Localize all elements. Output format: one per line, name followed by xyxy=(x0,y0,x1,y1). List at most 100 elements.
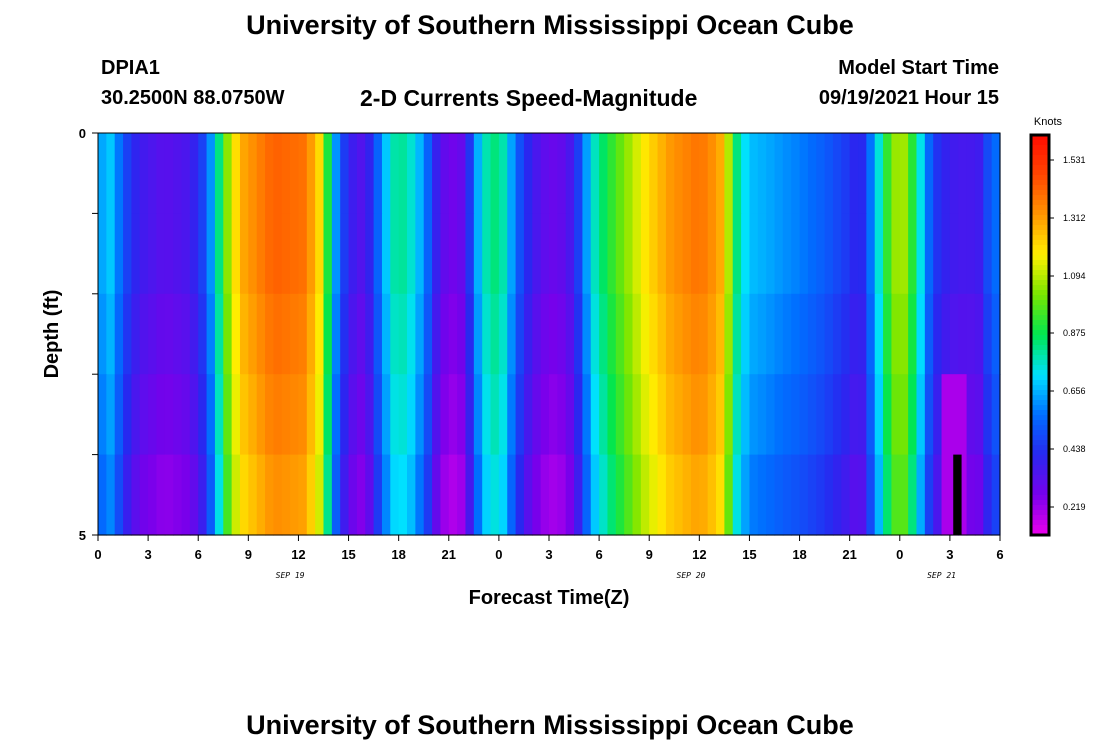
heatmap-cell xyxy=(290,213,300,295)
heatmap-cell xyxy=(849,213,859,295)
heatmap-cell xyxy=(390,133,400,214)
heatmap-cell xyxy=(523,454,533,536)
heatmap-cell xyxy=(782,374,792,456)
heatmap-cell xyxy=(657,213,667,295)
heatmap-cell xyxy=(507,213,517,295)
heatmap-cell xyxy=(741,133,751,214)
colorbar-segment xyxy=(1031,175,1049,181)
colorbar-segment xyxy=(1031,475,1049,481)
heatmap-cell xyxy=(590,133,600,214)
heatmap-cell xyxy=(290,374,300,456)
station-coords: 30.2500N 88.0750W xyxy=(101,87,285,109)
heatmap-cell xyxy=(757,374,767,456)
x-tick-label: 9 xyxy=(646,547,653,562)
heatmap-cell xyxy=(114,133,124,214)
heatmap-cell xyxy=(340,213,350,295)
heatmap-cell xyxy=(590,454,600,536)
heatmap-cell xyxy=(457,374,467,456)
x-tick-label: 12 xyxy=(692,547,706,562)
heatmap-cell xyxy=(540,374,550,456)
heatmap-cell xyxy=(498,133,508,214)
heatmap-cell xyxy=(248,293,258,375)
heatmap-cell xyxy=(824,213,834,295)
heatmap-cell xyxy=(933,454,943,536)
colorbar-segment xyxy=(1031,155,1049,161)
heatmap-cell xyxy=(832,374,842,456)
x-tick-label: 0 xyxy=(94,547,101,562)
heatmap-cell xyxy=(281,374,291,456)
heatmap-cell xyxy=(749,293,759,375)
heatmap-cell xyxy=(607,454,617,536)
heatmap-cell xyxy=(690,293,700,375)
heatmap-cell xyxy=(640,374,650,456)
heatmap-cell xyxy=(799,454,809,536)
heatmap-cell xyxy=(164,454,174,536)
heatmap-cell xyxy=(331,133,341,214)
heatmap-cell xyxy=(565,454,575,536)
heatmap-cell xyxy=(565,374,575,456)
heatmap-cell xyxy=(482,374,492,456)
heatmap-cell xyxy=(457,454,467,536)
colorbar-segment xyxy=(1031,225,1049,231)
heatmap-cell xyxy=(916,374,926,456)
heatmap-cell xyxy=(323,454,333,536)
heatmap-cell xyxy=(223,133,233,214)
colorbar-segment xyxy=(1031,300,1049,306)
heatmap-cell xyxy=(816,213,826,295)
heatmap-cell xyxy=(791,374,801,456)
heatmap-cell xyxy=(858,293,867,375)
heatmap-cell xyxy=(983,374,993,456)
heatmap-cell xyxy=(273,454,283,536)
heatmap-cell xyxy=(699,454,709,536)
heatmap-cell xyxy=(858,454,867,536)
colorbar-segment xyxy=(1031,370,1049,376)
heatmap-cell xyxy=(899,213,909,295)
heatmap-cell xyxy=(824,293,834,375)
heatmap-cell xyxy=(148,454,158,536)
heatmap-cell xyxy=(841,293,851,375)
heatmap-cell xyxy=(373,213,383,295)
colorbar-segment xyxy=(1031,270,1049,276)
heatmap-cell xyxy=(841,213,851,295)
heatmap-cell xyxy=(540,133,550,214)
heatmap-cell xyxy=(348,454,358,536)
heatmap-cell xyxy=(649,213,659,295)
heatmap-cell xyxy=(123,454,133,536)
heatmap-cell xyxy=(799,213,809,295)
heatmap-cell xyxy=(373,454,383,536)
heatmap-cell xyxy=(640,293,650,375)
heatmap-cell xyxy=(974,133,984,214)
heatmap-cell xyxy=(941,213,951,295)
heatmap-cell xyxy=(665,454,675,536)
heatmap-cell xyxy=(148,293,158,375)
heatmap-cell xyxy=(381,454,391,536)
heatmap-cell xyxy=(716,374,725,456)
heatmap-cell xyxy=(348,293,358,375)
heatmap-cell xyxy=(181,213,191,295)
heatmap-cell xyxy=(381,293,391,375)
heatmap-cell xyxy=(532,454,542,536)
heatmap-cell xyxy=(432,293,442,375)
colorbar-segment xyxy=(1031,315,1049,321)
x-date-label: SEP 20 xyxy=(677,571,706,580)
heatmap-cell xyxy=(423,293,433,375)
heatmap-cell xyxy=(440,293,450,375)
heatmap-cell xyxy=(198,213,208,295)
colorbar-segment xyxy=(1031,400,1049,406)
colorbar-segment xyxy=(1031,365,1049,371)
heatmap-cell xyxy=(281,213,291,295)
heatmap-cell xyxy=(315,213,325,295)
heatmap-cell xyxy=(482,213,492,295)
heatmap-cell xyxy=(741,213,751,295)
heatmap-cell xyxy=(816,293,826,375)
heatmap-cell xyxy=(189,454,199,536)
heatmap-cell xyxy=(807,213,817,295)
heatmap-cell xyxy=(724,133,734,214)
heatmap-cell xyxy=(540,213,550,295)
heatmap-cell xyxy=(899,374,909,456)
heatmap-cell xyxy=(532,213,542,295)
heatmap-cell xyxy=(114,293,124,375)
heatmap-cell xyxy=(265,374,274,456)
heatmap-cell xyxy=(791,133,801,214)
heatmap-cell xyxy=(373,293,383,375)
